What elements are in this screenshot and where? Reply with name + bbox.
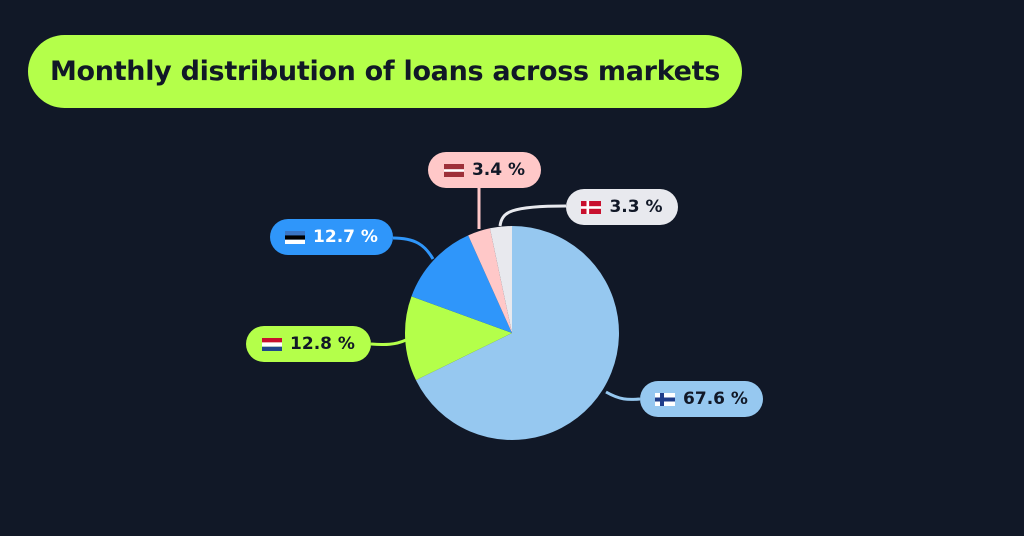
connector-line [370,338,407,346]
data-label-value: 12.7 % [313,227,378,247]
pie-slice [415,226,620,440]
data-label: 12.8 % [246,326,371,362]
flag-latvia-icon [443,163,464,177]
data-label-value: 12.8 % [290,334,355,354]
pie-slice [411,235,512,333]
data-label: 67.6 % [640,381,763,417]
data-label: 3.4 % [428,152,541,188]
flag-estonia-icon [285,230,306,244]
flag-finland-icon [655,392,676,406]
chart-title: Monthly distribution of loans across mar… [49,56,721,87]
pie-slice [468,228,512,333]
connector-line [605,390,641,401]
pie-slice [405,296,512,381]
data-label: 3.3 % [566,189,678,225]
data-label-value: 3.3 % [609,197,663,217]
connector-line [392,236,435,260]
chart-title-pill: Monthly distribution of loans across mar… [28,35,742,108]
connector-line [498,204,567,227]
data-label-value: 67.6 % [683,389,748,409]
data-label-value: 3.4 % [471,160,526,180]
data-label: 12.7 % [270,219,393,255]
flag-netherlands-icon [262,337,283,351]
pie-slice [489,226,512,333]
flag-denmark-icon [581,200,602,214]
